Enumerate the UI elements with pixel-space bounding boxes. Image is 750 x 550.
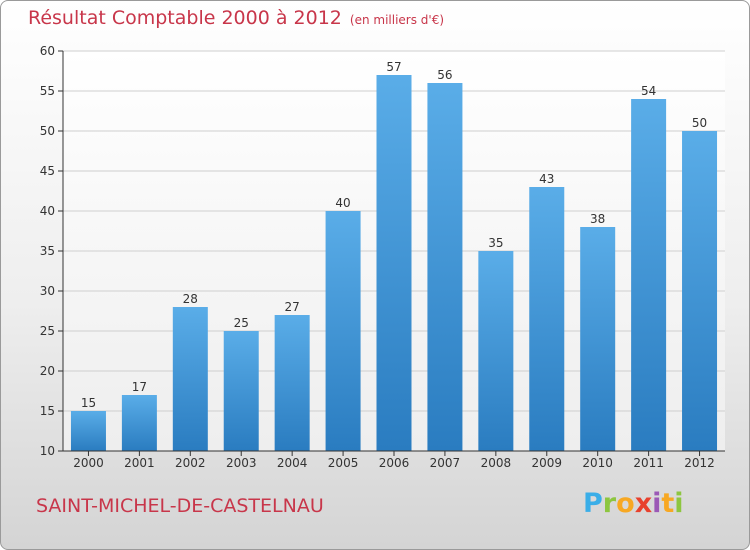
data-label-2004: 27 xyxy=(285,300,300,314)
y-tick-label: 55 xyxy=(40,84,55,98)
logo-letter: x xyxy=(634,488,653,519)
bar-2000 xyxy=(70,411,106,451)
logo-letter: o xyxy=(616,488,635,519)
logo-letter: t xyxy=(661,488,675,519)
chart-title: Résultat Comptable 2000 à 2012 (en millie… xyxy=(28,7,444,29)
bar-2008 xyxy=(478,251,514,451)
city-name: SAINT-MICHEL-DE-CASTELNAU xyxy=(36,495,324,517)
data-label-2003: 25 xyxy=(234,316,249,330)
proxiti-logo: Proxiti xyxy=(583,488,684,519)
x-tick-label: 2005 xyxy=(328,456,359,470)
y-tick-label: 35 xyxy=(40,244,55,258)
bar-2002 xyxy=(172,307,208,451)
data-label-2001: 17 xyxy=(132,380,147,394)
data-label-2006: 57 xyxy=(386,60,401,74)
title-text: Résultat Comptable 2000 à 2012 xyxy=(28,7,342,29)
bar-2003 xyxy=(223,331,259,451)
y-tick-label: 20 xyxy=(40,364,55,378)
logo-letter: i xyxy=(652,488,662,519)
bar-2006 xyxy=(376,75,412,451)
bar-2009 xyxy=(529,187,565,451)
x-tick-label: 2007 xyxy=(430,456,461,470)
x-tick-label: 2003 xyxy=(226,456,257,470)
data-label-2005: 40 xyxy=(335,196,350,210)
y-tick-label: 45 xyxy=(40,164,55,178)
bar-2010 xyxy=(580,227,616,451)
bar-2007 xyxy=(427,83,463,451)
y-tick-label: 60 xyxy=(40,44,55,58)
data-label-2012: 50 xyxy=(692,116,707,130)
y-tick-label: 15 xyxy=(40,404,55,418)
chart-subtitle: (en milliers d'€) xyxy=(349,13,445,27)
data-label-2010: 38 xyxy=(590,212,605,226)
data-label-2002: 28 xyxy=(183,292,198,306)
y-tick-label: 10 xyxy=(40,444,55,458)
bar-2012 xyxy=(682,131,718,451)
logo-letter: i xyxy=(674,488,684,519)
x-tick-label: 2004 xyxy=(277,456,308,470)
x-tick-label: 2001 xyxy=(124,456,155,470)
logo-letter: P xyxy=(583,488,603,519)
x-tick-label: 2008 xyxy=(481,456,512,470)
data-label-2008: 35 xyxy=(488,236,503,250)
x-tick-label: 2002 xyxy=(175,456,206,470)
x-tick-label: 2012 xyxy=(684,456,715,470)
data-label-2009: 43 xyxy=(539,172,554,186)
y-tick-label: 30 xyxy=(40,284,55,298)
x-tick-label: 2006 xyxy=(379,456,410,470)
bar-2005 xyxy=(325,211,361,451)
x-tick-label: 2010 xyxy=(582,456,613,470)
data-label-2000: 15 xyxy=(81,396,96,410)
data-label-2007: 56 xyxy=(437,68,452,82)
x-tick-label: 2011 xyxy=(633,456,664,470)
logo-letter: r xyxy=(602,488,617,519)
data-label-2011: 54 xyxy=(641,84,656,98)
x-tick-label: 2009 xyxy=(531,456,562,470)
y-tick-label: 25 xyxy=(40,324,55,338)
bar-2004 xyxy=(274,315,310,451)
bar-2001 xyxy=(121,395,157,451)
x-tick-label: 2000 xyxy=(73,456,104,470)
y-tick-label: 50 xyxy=(40,124,55,138)
bar-2011 xyxy=(631,99,667,451)
y-tick-label: 40 xyxy=(40,204,55,218)
